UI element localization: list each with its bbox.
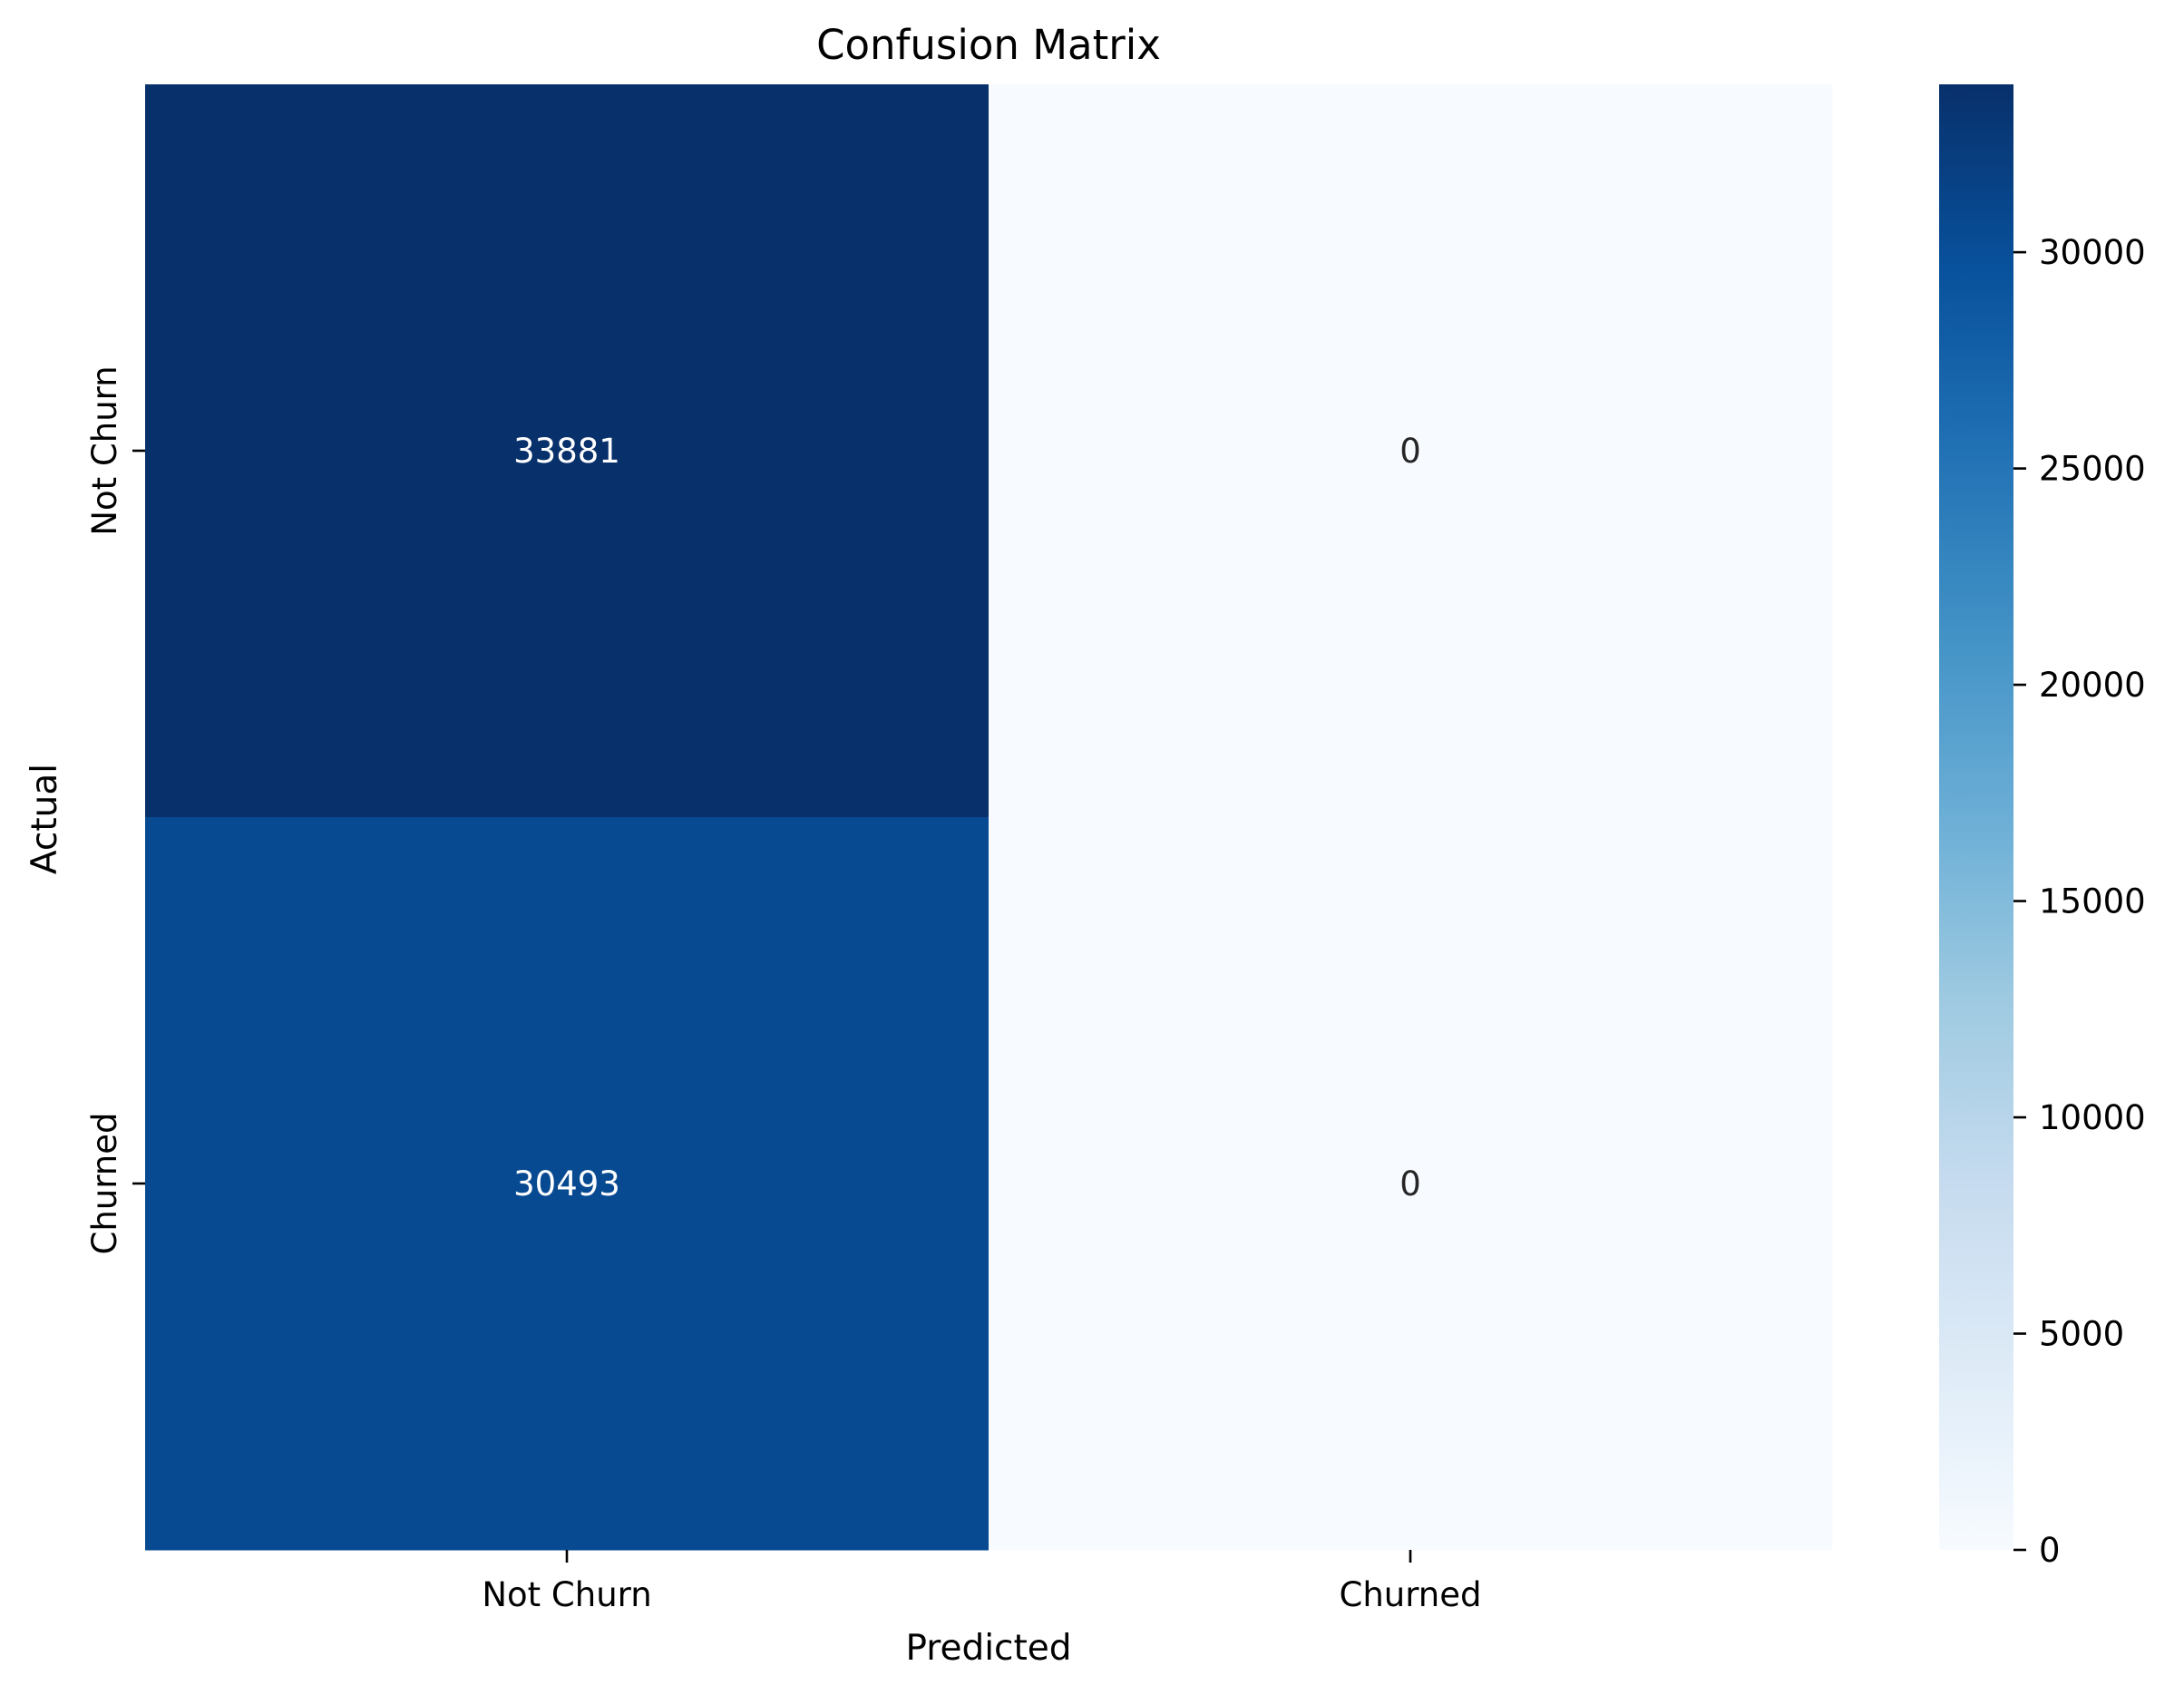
heatmap-annotations: 33881 0 30493 0	[513, 432, 1421, 1203]
chart-title: Confusion Matrix	[816, 21, 1161, 69]
y-axis-label: Actual	[24, 764, 65, 874]
x-tick-label: Not Churn	[482, 1575, 651, 1614]
x-tick-label: Churned	[1340, 1575, 1482, 1614]
x-axis-label: Predicted	[905, 1628, 1071, 1669]
cell-value-0-1: 0	[1399, 432, 1421, 471]
y-tick-label: Not Churn	[85, 365, 124, 535]
y-axis: Not Churn Churned	[85, 365, 145, 1255]
colorbar-ticks: 0 5000 10000 15000 20000 25000 30000	[2013, 233, 2146, 1570]
heatmap-cell-1-1	[989, 817, 1833, 1551]
colorbar-tick-label: 25000	[2039, 450, 2146, 489]
x-axis: Not Churn Churned	[482, 1550, 1482, 1614]
y-tick-label: Churned	[85, 1113, 124, 1255]
colorbar-tick-label: 30000	[2039, 233, 2146, 272]
cell-value-0-0: 33881	[513, 432, 620, 471]
colorbar: 0 5000 10000 15000 20000 25000 30000	[1939, 84, 2146, 1570]
colorbar-tick-label: 0	[2039, 1531, 2061, 1570]
colorbar-gradient	[1939, 84, 2013, 1550]
heatmap-cell-1-0	[145, 817, 990, 1551]
colorbar-tick-label: 15000	[2039, 882, 2146, 921]
colorbar-tick-label: 10000	[2039, 1098, 2146, 1137]
colorbar-tick-label: 5000	[2039, 1315, 2124, 1354]
colorbar-tick-label: 20000	[2039, 666, 2146, 705]
heatmap-cell-0-0	[145, 84, 990, 818]
heatmap-cell-0-1	[989, 84, 1833, 818]
cell-value-1-1: 0	[1399, 1164, 1421, 1203]
heatmap-grid	[145, 84, 1833, 1551]
cell-value-1-0: 30493	[513, 1164, 620, 1203]
